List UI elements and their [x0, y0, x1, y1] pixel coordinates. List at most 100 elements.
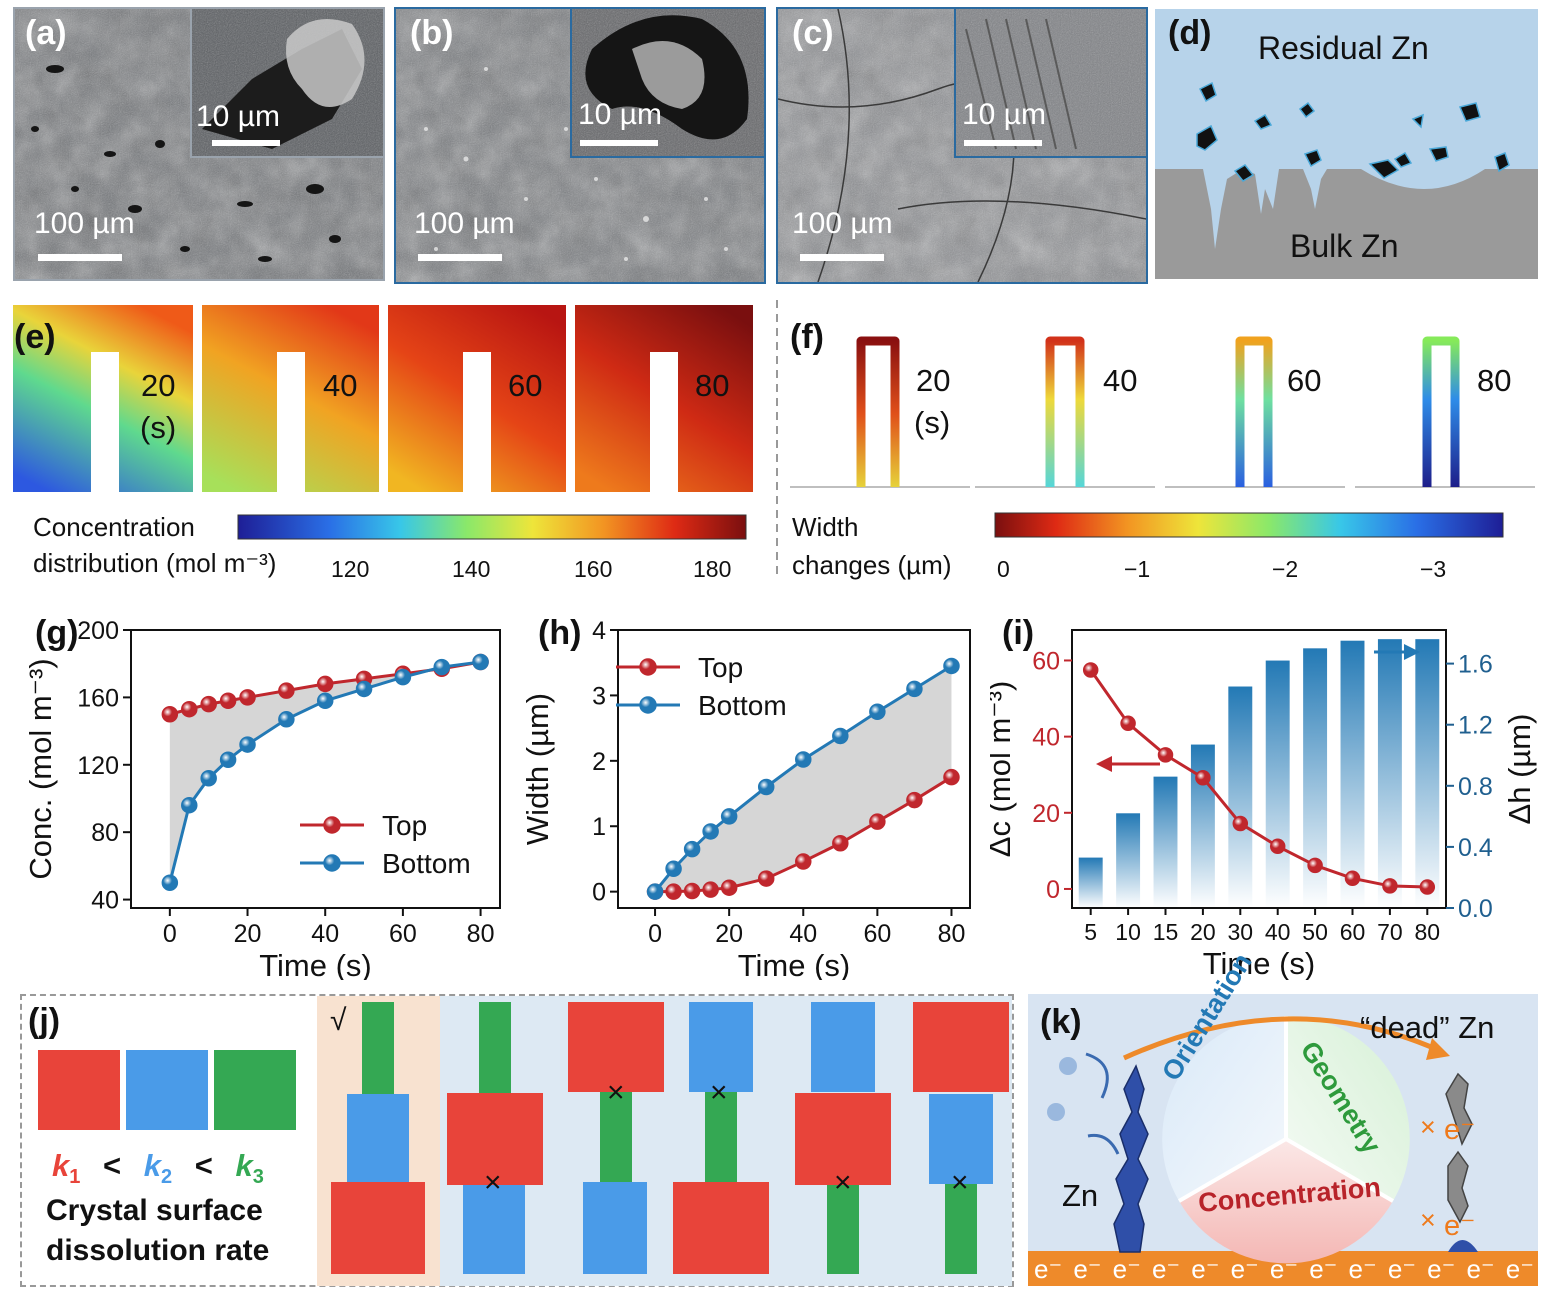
cross-right-1: ×	[1420, 1112, 1436, 1142]
data-point	[683, 882, 701, 900]
data-point	[832, 727, 849, 745]
x-tick-label: 20	[234, 920, 262, 948]
electron-9: e⁻	[1387, 1254, 1416, 1284]
x-tick-label: 40	[311, 920, 339, 948]
data-point	[665, 883, 682, 900]
data-point	[472, 653, 489, 671]
f-tick-2: −2	[1272, 556, 1299, 582]
electron-7: e⁻	[1309, 1254, 1338, 1284]
panel-d-label: (d)	[1168, 14, 1212, 52]
cross-right-2: ×	[1420, 1205, 1436, 1235]
data-point	[906, 680, 923, 698]
e-time-20: 20	[141, 368, 176, 403]
panel-c-label: (c)	[792, 14, 834, 52]
cross-4: ×	[834, 1166, 852, 1199]
panel-b-scale-text: 100 µm	[414, 207, 515, 240]
f-time-20: 20	[916, 363, 951, 398]
dead-zn-label: “dead” Zn	[1360, 1010, 1495, 1045]
k1: k1	[52, 1148, 81, 1189]
e-tick-140: 140	[452, 556, 491, 582]
cross-5: ×	[951, 1166, 969, 1199]
x-tick-label: 0	[163, 920, 177, 948]
y-tick-label: 160	[77, 684, 119, 712]
y-right-tick-label: 0.0	[1458, 895, 1493, 923]
data-point	[394, 668, 412, 686]
legend-label: Top	[382, 810, 427, 841]
electron-2: e⁻	[1112, 1254, 1141, 1284]
delta-c-line	[1089, 669, 1428, 889]
bulk-zn-shape	[1155, 169, 1538, 279]
panel-b-inset-scale-text: 10 µm	[578, 98, 662, 131]
y-left-tick-label: 20	[1032, 800, 1060, 828]
x-tick-label: 10	[1115, 919, 1141, 945]
data-point	[943, 768, 960, 786]
y-right-tick-label: 1.6	[1458, 651, 1493, 679]
stack-4	[673, 1002, 769, 1274]
e-time-unit: (s)	[140, 410, 177, 445]
panel-a-inset-scale-text: 10 µm	[196, 100, 280, 133]
panel-b-scale-bar	[418, 254, 502, 261]
factor-wheel	[1162, 1015, 1410, 1264]
delta-c-point	[1082, 662, 1099, 678]
e-colorbar-title-2: distribution (mol m⁻³)	[33, 548, 277, 578]
e-heatmap-20	[13, 305, 193, 492]
data-point	[219, 751, 237, 768]
chart-g: 0 20 40 60 80 40 80 120 160 200 Time (s) Conc. (mol…	[23, 617, 501, 980]
delta-c-point	[1382, 878, 1398, 894]
x-tick-label: 40	[789, 920, 817, 948]
cross-1: ×	[484, 1166, 502, 1199]
left-axis-arrowhead	[1096, 756, 1112, 772]
data-point	[720, 879, 738, 896]
stack-6	[913, 1002, 1009, 1274]
y-axis-label: Width (µm)	[520, 693, 555, 845]
data-point	[757, 870, 775, 887]
e-tick-120: 120	[331, 556, 370, 582]
e-heatmap-40	[202, 305, 379, 492]
data-point	[832, 834, 849, 852]
f-colorbar-title-2: changes (µm)	[792, 550, 952, 580]
panel-b-inset	[570, 7, 766, 158]
x-axis-label: Time (s)	[259, 948, 372, 980]
y-tick-label: 1	[592, 813, 606, 841]
y-left-tick-label: 0	[1046, 876, 1060, 904]
f-profile-80	[1355, 336, 1535, 488]
residual-zn-label: Residual Zn	[1258, 30, 1429, 66]
y-tick-label: 3	[592, 682, 606, 710]
f-profile-20	[790, 336, 970, 488]
panel-h-label: (h)	[538, 614, 582, 652]
chart-h: 0 20 40 60 80 0 1 2 3 4 Time (s) Width (µm) Top Botto…	[520, 617, 971, 980]
bar-50	[1303, 648, 1328, 908]
bar-60	[1340, 640, 1365, 908]
y-right-tick-label: 0.4	[1458, 834, 1493, 862]
y-tick-label: 0	[592, 879, 606, 907]
bar-10	[1116, 813, 1141, 908]
data-point	[869, 813, 886, 830]
panel-c-inset-scale-bar	[964, 140, 1042, 146]
stack-5	[795, 1002, 891, 1274]
f-time-80: 80	[1477, 363, 1512, 398]
y-axis-label: Conc. (mol m⁻³)	[23, 658, 58, 879]
x-tick-label: 50	[1302, 919, 1328, 945]
panel-a-inset	[190, 7, 385, 158]
less-than-2: <	[194, 1148, 213, 1183]
data-point	[795, 751, 812, 768]
x-tick-label: 70	[1377, 919, 1403, 945]
right-axis-arrowhead	[1404, 644, 1420, 660]
panel-a-scale-text: 100 µm	[34, 207, 135, 240]
e-colorbar-title-1: Concentration	[33, 512, 195, 542]
j-caption-1: Crystal surface	[46, 1194, 263, 1227]
data-point	[720, 808, 738, 825]
delta-c-point	[1419, 879, 1436, 895]
panel-a-inset-scale-bar	[212, 140, 280, 146]
k2: k2	[143, 1148, 173, 1189]
electron-0: e⁻	[1034, 1254, 1063, 1284]
panel-k-label: (k)	[1040, 1003, 1082, 1041]
stack-combinations	[317, 996, 1012, 1286]
electron-3: e⁻	[1151, 1254, 1181, 1284]
panel-c-inset	[954, 7, 1148, 158]
panel-j-label: (j)	[28, 1002, 61, 1040]
check-mark: √	[330, 1004, 347, 1037]
fill-between-area	[655, 665, 952, 892]
y-tick-label: 40	[91, 887, 119, 915]
electron-8: e⁻	[1348, 1254, 1377, 1284]
